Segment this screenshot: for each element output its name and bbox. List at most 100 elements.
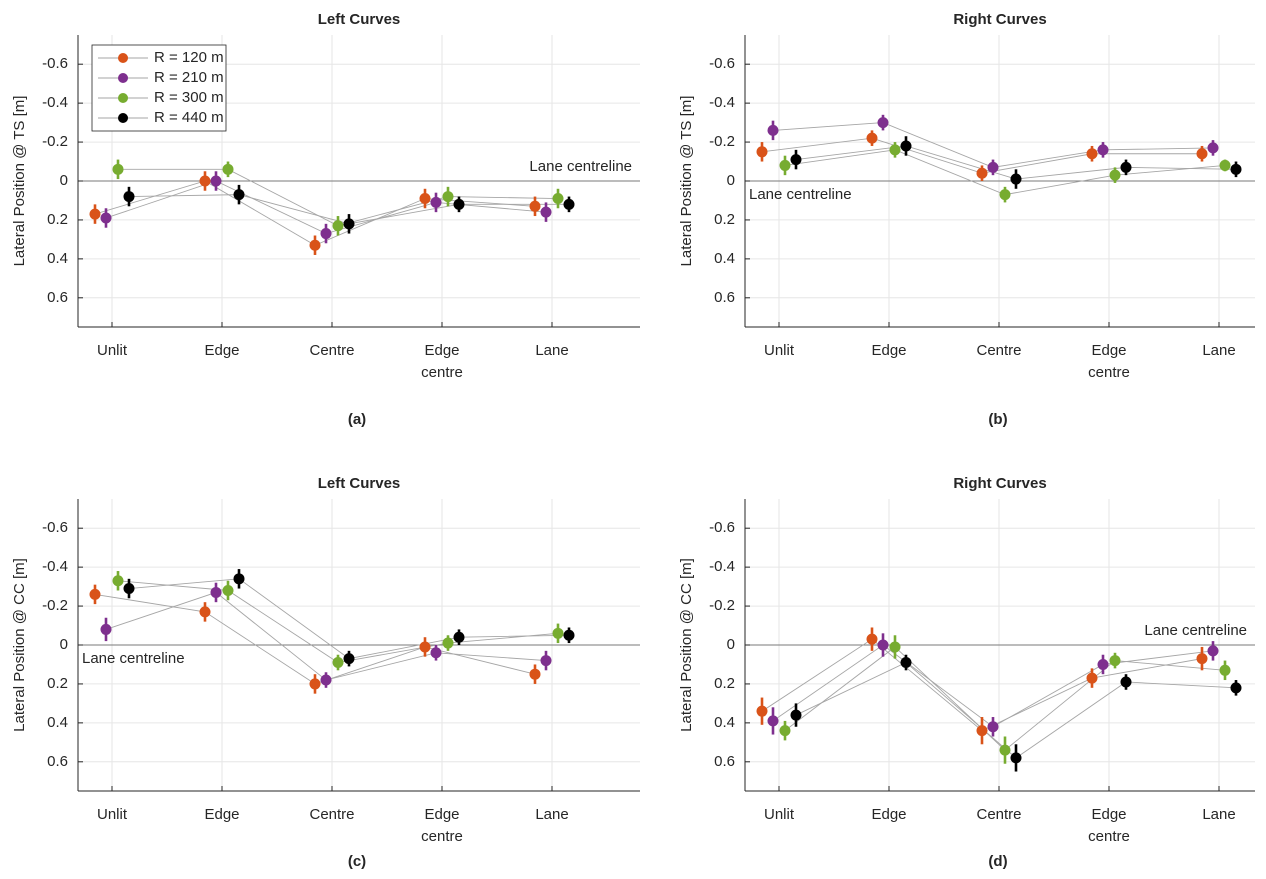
y-tick-label: 0.6 xyxy=(714,289,735,306)
x-tick-label: Edge xyxy=(204,806,240,823)
y-tick-label: -0.4 xyxy=(42,558,68,575)
y-tick-label: -0.2 xyxy=(709,133,735,150)
marker xyxy=(976,725,988,737)
y-axis-label: Lateral Position @ CC [m] xyxy=(678,558,695,732)
marker xyxy=(332,657,344,669)
marker xyxy=(1230,163,1242,175)
marker xyxy=(199,606,211,618)
x-tick-label: Edge centre xyxy=(421,342,463,381)
marker xyxy=(1097,658,1109,670)
marker xyxy=(199,175,211,187)
marker xyxy=(866,132,878,144)
marker xyxy=(1196,653,1208,665)
marker xyxy=(419,641,431,653)
y-tick-label: 0 xyxy=(727,172,735,189)
x-tick-label: Unlit xyxy=(96,342,127,359)
marker xyxy=(877,117,889,129)
marker xyxy=(1120,161,1132,173)
y-tick-label: -0.4 xyxy=(709,558,735,575)
y-tick-label: -0.2 xyxy=(42,133,68,150)
marker xyxy=(866,633,878,645)
marker xyxy=(210,175,222,187)
series-line xyxy=(761,638,1203,732)
legend-marker xyxy=(118,53,128,63)
x-tick-label: Centre xyxy=(309,806,355,823)
x-tick-label: Lane xyxy=(1202,342,1236,359)
marker xyxy=(1120,676,1132,688)
marker xyxy=(332,220,344,232)
chart-title: Left Curves xyxy=(318,475,401,492)
legend-label: R = 210 m xyxy=(154,69,224,86)
marker xyxy=(210,586,222,598)
series-line xyxy=(795,661,1237,759)
marker xyxy=(100,212,112,224)
marker xyxy=(1207,142,1219,154)
marker xyxy=(999,189,1011,201)
y-tick-label: 0 xyxy=(727,636,735,653)
x-tick-label: Unlit xyxy=(96,806,127,823)
marker xyxy=(453,631,465,643)
panel-label: (c) xyxy=(348,853,366,870)
annotation: Lane centreline xyxy=(82,650,185,667)
marker xyxy=(877,639,889,651)
x-tick-label: Edge xyxy=(204,342,240,359)
marker xyxy=(1086,672,1098,684)
chart-title: Right Curves xyxy=(953,11,1046,28)
marker xyxy=(987,721,999,733)
marker xyxy=(529,200,541,212)
y-tick-label: 0.6 xyxy=(714,753,735,770)
y-tick-label: -0.6 xyxy=(42,55,68,72)
marker xyxy=(233,189,245,201)
panel-label: (b) xyxy=(988,411,1007,428)
legend-label: R = 440 m xyxy=(154,109,224,126)
marker xyxy=(222,163,234,175)
y-tick-label: -0.2 xyxy=(42,597,68,614)
marker xyxy=(112,575,124,587)
marker xyxy=(1109,655,1121,667)
series-line xyxy=(784,646,1226,751)
marker xyxy=(89,588,101,600)
chart-title: Left Curves xyxy=(318,11,401,28)
marker xyxy=(1109,169,1121,181)
y-tick-label: -0.4 xyxy=(709,94,735,111)
series-line xyxy=(772,644,1214,728)
y-tick-label: -0.6 xyxy=(709,55,735,72)
marker xyxy=(900,657,912,669)
marker xyxy=(1219,664,1231,676)
y-axis-label: Lateral Position @ TS [m] xyxy=(11,96,28,267)
marker xyxy=(112,163,124,175)
marker xyxy=(529,668,541,680)
legend-marker xyxy=(118,113,128,123)
marker xyxy=(540,206,552,218)
y-axis-label: Lateral Position @ TS [m] xyxy=(678,96,695,267)
marker xyxy=(767,715,779,727)
panel-label: (a) xyxy=(348,411,366,428)
legend-label: R = 300 m xyxy=(154,89,224,106)
marker xyxy=(1086,148,1098,160)
marker xyxy=(790,154,802,166)
y-tick-label: -0.2 xyxy=(709,597,735,614)
x-tick-label: Edge centre xyxy=(1088,342,1130,381)
marker xyxy=(1097,144,1109,156)
marker xyxy=(1196,148,1208,160)
x-tick-label: Edge centre xyxy=(1088,806,1130,845)
marker xyxy=(889,641,901,653)
marker xyxy=(1230,682,1242,694)
marker xyxy=(889,144,901,156)
y-tick-label: 0.4 xyxy=(714,250,735,267)
legend-box xyxy=(91,44,227,132)
marker xyxy=(419,193,431,205)
y-tick-label: 0.2 xyxy=(47,675,68,692)
marker xyxy=(343,653,355,665)
annotation: Lane centreline xyxy=(1144,622,1247,639)
panel-label: (d) xyxy=(988,853,1007,870)
series-line xyxy=(128,578,570,660)
marker xyxy=(552,193,564,205)
marker xyxy=(453,198,465,210)
marker xyxy=(563,629,575,641)
marker xyxy=(123,583,135,595)
x-tick-label: Lane xyxy=(535,806,569,823)
chart-title: Right Curves xyxy=(953,475,1046,492)
marker xyxy=(222,584,234,596)
